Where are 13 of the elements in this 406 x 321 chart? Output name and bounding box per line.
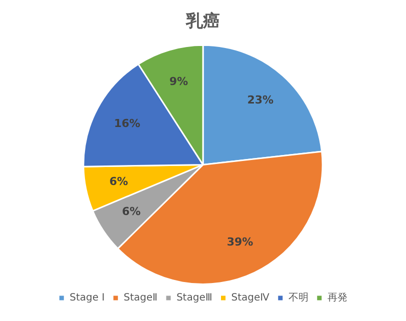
chart-title: 乳癌 xyxy=(185,12,220,32)
legend-label: 再発 xyxy=(327,292,348,304)
data-label: 6% xyxy=(109,175,128,188)
legend-label: StageⅢ xyxy=(176,292,212,304)
data-label: 16% xyxy=(114,116,140,130)
legend-label: StageⅡ xyxy=(124,292,158,304)
legend-label: Stage Ⅰ xyxy=(70,292,105,304)
legend-label: StageⅣ xyxy=(231,292,270,304)
data-label: 39% xyxy=(226,235,254,248)
data-label: 9% xyxy=(169,74,188,88)
data-label: 6% xyxy=(122,205,141,218)
data-label: 23% xyxy=(247,93,274,106)
legend-label: 不明 xyxy=(288,292,308,304)
